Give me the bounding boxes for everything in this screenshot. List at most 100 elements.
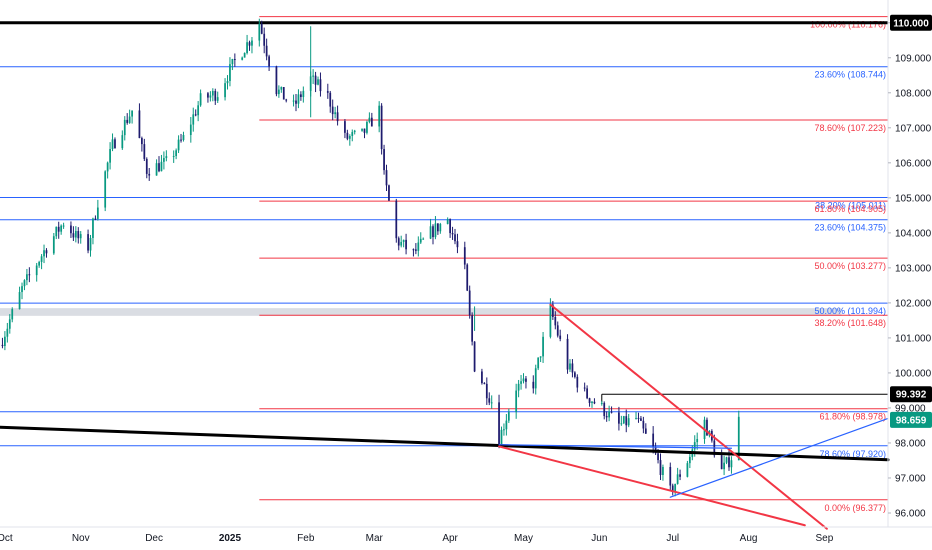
candle-body — [28, 274, 31, 276]
y-axis-tick-label: 104.000 — [895, 228, 932, 239]
candle-body — [52, 236, 55, 254]
candle-body — [351, 132, 354, 137]
candle-body — [319, 79, 322, 92]
candle-body — [522, 378, 525, 382]
candle-body — [43, 250, 45, 257]
candle-body — [209, 95, 212, 98]
candle-body — [263, 33, 266, 46]
candle-body — [517, 383, 520, 391]
candle-body — [141, 138, 143, 145]
y-axis-tick-label: 99.000 — [895, 403, 926, 414]
candle-body — [89, 237, 92, 251]
fib-level-label: 61.80% (98.978) — [819, 412, 886, 422]
y-axis-tick-label: 96.000 — [895, 508, 926, 519]
x-axis[interactable]: Oct Nov Dec 2025 Feb Mar Apr May Jun Jul Aug Sep — [0, 533, 834, 544]
candle-body — [155, 163, 158, 176]
price-badge-box — [890, 411, 932, 428]
candle-body — [437, 223, 439, 232]
candle-body — [466, 264, 469, 291]
candle-body — [622, 416, 625, 424]
candle-body — [395, 200, 398, 239]
candle-body — [160, 161, 163, 172]
candle-body — [317, 79, 319, 85]
candle-body — [165, 156, 168, 159]
candle-body — [566, 338, 569, 370]
y-axis-tick-label: 102.000 — [895, 298, 932, 309]
candle-body — [693, 442, 696, 450]
y-axis[interactable]: 96.000 97.000 98.000 99.000 100.000 101.000 10… — [888, 18, 932, 519]
x-axis-tick-label: Apr — [442, 533, 458, 544]
candle-body — [114, 139, 116, 149]
candle-body — [346, 132, 349, 139]
candle-body — [728, 457, 730, 468]
price-badge-box — [890, 14, 932, 31]
candle-body — [87, 234, 89, 251]
candle-body — [380, 105, 383, 150]
candle-body — [231, 59, 234, 65]
y-axis-tick-label: 109.000 — [895, 53, 932, 64]
candle-body — [588, 398, 591, 404]
candle-body — [280, 87, 283, 90]
candle-body — [163, 158, 165, 162]
y-axis-tick-label: 100.000 — [895, 368, 932, 379]
candle-body — [400, 241, 403, 246]
candle-body — [686, 463, 689, 477]
candle-body — [490, 402, 493, 404]
long-term-support-trendline — [0, 425, 890, 462]
candle-body — [94, 218, 97, 220]
candle-body — [148, 173, 151, 176]
candle-body — [199, 93, 202, 106]
trendlines — [0, 303, 890, 530]
candle-body — [265, 45, 268, 57]
candle-body — [608, 411, 611, 418]
candle-body — [104, 171, 107, 208]
candle-body — [211, 91, 214, 96]
candle-body — [451, 233, 454, 235]
candle-body — [241, 57, 244, 60]
candle-body — [251, 40, 253, 46]
candle-body — [593, 401, 596, 404]
candle-body — [534, 368, 537, 389]
candle-body — [302, 90, 305, 98]
candle-body — [591, 401, 593, 404]
candle-body — [158, 163, 160, 172]
candle-body — [38, 261, 41, 266]
candle-body — [556, 325, 559, 336]
candle-body — [21, 286, 23, 293]
candle-body — [62, 225, 65, 227]
candle-body — [312, 75, 315, 77]
candle-body — [725, 457, 728, 463]
fib-level-label: 61.80% (104.905) — [814, 204, 886, 214]
candle-body — [285, 99, 288, 101]
y-axis-tick-label: 106.000 — [895, 158, 932, 169]
candle-body — [192, 114, 195, 125]
candle-body — [326, 91, 329, 93]
candle-body — [243, 53, 246, 58]
candle-body — [370, 117, 373, 127]
candle-body — [26, 274, 28, 281]
candle-body — [77, 231, 80, 239]
price-badge-label: 98.659 — [896, 415, 927, 426]
candle-body — [583, 387, 586, 389]
candle-body — [385, 170, 388, 186]
candle-body — [652, 433, 655, 447]
candle-body — [627, 418, 630, 426]
candle-body — [637, 417, 640, 419]
candle-body — [525, 378, 527, 382]
candle-body — [23, 280, 26, 287]
candle-body — [498, 402, 500, 447]
candle-body — [539, 356, 542, 358]
candle-body — [60, 225, 63, 232]
candle-body — [300, 94, 302, 98]
candle-body — [610, 411, 613, 413]
candle-body — [92, 218, 94, 238]
candle-body — [505, 420, 508, 430]
candle-body — [432, 226, 434, 238]
candle-body — [1, 344, 4, 347]
candle-body — [473, 341, 476, 372]
candle-body — [537, 357, 540, 369]
fib-level-label: 50.00% (101.994) — [814, 306, 886, 316]
candle-body — [573, 372, 576, 377]
